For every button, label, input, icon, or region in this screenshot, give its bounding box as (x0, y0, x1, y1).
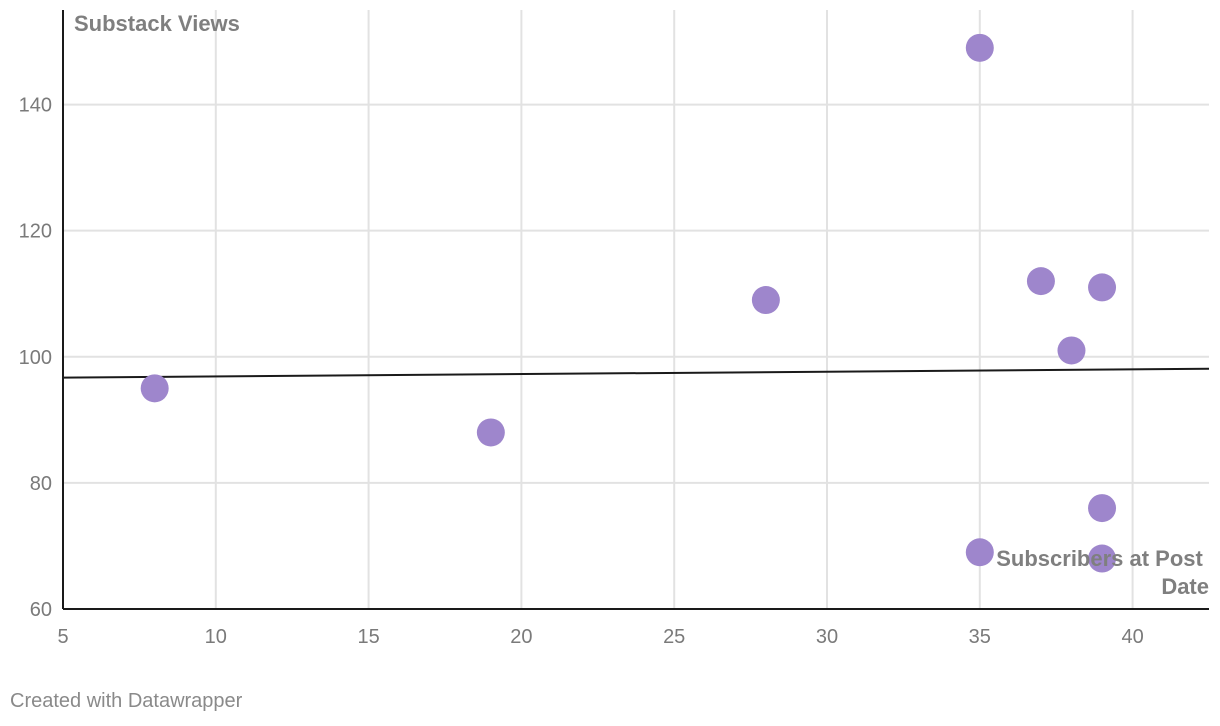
data-points (140, 33, 1117, 573)
x-tick-label: 25 (663, 626, 685, 648)
y-axis-title: Substack Views (74, 11, 240, 36)
x-tick-label: 15 (357, 626, 379, 648)
credit-text: Created with Datawrapper (10, 690, 243, 712)
x-axis-title: Subscribers at Post Date (996, 546, 1209, 599)
tick-labels: 5 10 15 20 25 30 35 40 60 80 100 120 140 (19, 95, 1144, 648)
x-tick-label: 10 (205, 626, 227, 648)
data-point (1088, 494, 1117, 523)
x-tick-label: 5 (57, 626, 68, 648)
data-point (1057, 336, 1086, 365)
x-tick-label: 30 (816, 626, 838, 648)
trendline (62, 367, 1210, 379)
data-point (751, 286, 780, 315)
y-tick-label: 60 (30, 599, 52, 621)
data-point (1088, 544, 1117, 573)
data-point (965, 33, 994, 62)
x-tick-label: 35 (969, 626, 991, 648)
axes (62, 10, 1209, 610)
trendline-layer (62, 367, 1210, 379)
y-tick-label: 140 (19, 95, 52, 117)
y-tick-label: 120 (19, 221, 52, 243)
scatter-chart: 5 10 15 20 25 30 35 40 60 80 100 120 140 Substack Vi… (19, 10, 1210, 648)
data-point (140, 374, 169, 403)
data-point (1026, 267, 1055, 296)
data-point (476, 418, 505, 447)
grid-lines (63, 10, 1209, 609)
x-tick-label: 20 (510, 626, 532, 648)
x-tick-label: 40 (1121, 626, 1143, 648)
data-point (1088, 273, 1117, 302)
y-tick-label: 80 (30, 473, 52, 495)
y-tick-label: 100 (19, 347, 52, 369)
data-point (965, 538, 994, 567)
